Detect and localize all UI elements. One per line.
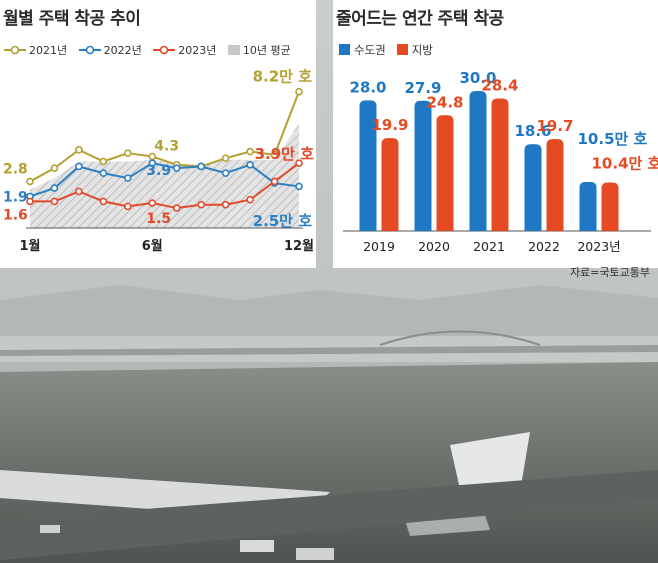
point-2023-m3: [75, 187, 83, 196]
bar-capital-4: [524, 144, 542, 231]
label-2023-dec: 3.9만 호: [255, 145, 315, 163]
monthly-chart-legend: 2021년 2022년 2023년 10년 평균: [4, 42, 299, 58]
point-2022-m9: [221, 169, 230, 177]
category-label-2: 2020: [418, 239, 450, 254]
series-line-2023: [30, 162, 300, 210]
legend-label-2022: 2022년: [103, 44, 142, 57]
annual-chart-legend: 수도권 지방: [339, 42, 433, 58]
point-2023-m11: [270, 177, 279, 186]
label-2023-jan: 1.6: [3, 207, 28, 223]
point-2021-m11: [270, 151, 279, 159]
point-2023-m4: [99, 197, 108, 206]
label-2022-jan: 1.9: [3, 189, 28, 205]
point-2021-m12: [295, 87, 303, 96]
legend-marker-2021-icon: [4, 45, 26, 55]
category-label-3: 2021: [473, 239, 505, 254]
point-2021-m3: [75, 146, 83, 154]
bar-regional-3: [491, 98, 509, 231]
point-2023-m1: [26, 197, 34, 206]
point-2023-m10: [246, 195, 254, 204]
value-label-capital-5: 10.5만 호: [578, 130, 648, 148]
point-2022-m2: [50, 184, 59, 192]
value-label-regional-3: 28.4: [481, 76, 518, 94]
value-label-regional-5: 10.4만 호: [592, 154, 658, 172]
bar-capital-1: [359, 100, 377, 231]
bar-regional-2: [436, 115, 454, 231]
monthly-line-chart: 2.8 1.9 1.6 4.3 3.9 1.5 8.2만 호 3.9만 호 2.5만 호 1월 6월…: [3, 68, 315, 254]
annual-chart-title: 줄어드는 연간 주택 착공: [336, 9, 504, 29]
label-2022-dec: 2.5만 호: [253, 212, 313, 230]
bar-regional-4: [546, 139, 564, 231]
point-2021-m10: [246, 147, 254, 156]
legend-label-2023: 2023년: [178, 44, 217, 57]
legend-label-capital: 수도권: [354, 43, 386, 57]
category-label-5: 2023년: [577, 239, 620, 254]
point-2022-m5: [124, 174, 132, 182]
point-2023-m2: [50, 197, 59, 206]
point-2023-m5: [124, 202, 132, 211]
point-2022-m6: [148, 159, 157, 167]
category-label-4: 2022: [528, 239, 560, 254]
series-line-2021: [29, 91, 300, 183]
label-2021-jun: 4.3: [154, 139, 179, 155]
source-credit: 자료=국토교통부: [569, 266, 650, 279]
legend-item-10yr-avg: 10년 평균: [227, 42, 291, 58]
legend-label-2021: 2021년: [29, 44, 68, 57]
value-label-regional-1: 19.9: [371, 116, 408, 134]
point-2021-m4: [99, 157, 108, 166]
point-2022-m3: [75, 162, 83, 171]
point-2022-m10: [246, 161, 254, 169]
annual-bar-chart: 28.0 19.9 2019 27.924.8 2020 30.028.4 2021 18.6…: [343, 69, 658, 254]
value-label-capital-4: 18.6: [514, 122, 551, 140]
annual-chart-panel: 줄어드는 연간 주택 착공 수도권 지방 28.0 19.9 2019 27.9 24.…: [333, 0, 658, 268]
point-2023-m6: [148, 199, 157, 207]
category-label-1: 2019: [363, 239, 395, 254]
point-2023-m12: [295, 159, 303, 167]
ten-year-average-area: [30, 123, 299, 228]
point-2021-m9: [221, 154, 230, 162]
regional-swatch-icon: [396, 44, 408, 55]
x-tick-label-2: 6월: [142, 238, 163, 254]
bar-capital-3: [469, 91, 487, 231]
value-label-regional-4: 19.7: [536, 117, 573, 135]
point-2021-m1: [26, 177, 34, 186]
monthly-chart-panel: 월별 주택 착공 추이 2021년 2022년 2023년 10년 평균 2.8…: [0, 0, 316, 268]
value-label-capital-1: 28.0: [349, 78, 386, 96]
legend-item-2023: 2023년: [153, 42, 216, 58]
point-2022-m8: [197, 162, 205, 171]
legend-marker-2023-icon: [153, 45, 176, 55]
value-label-capital-2: 27.9: [404, 79, 441, 97]
point-2023-m7: [172, 204, 181, 212]
bar-regional-1: [381, 138, 399, 231]
legend-item-2022: 2022년: [78, 42, 142, 58]
label-2021-dec: 8.2만 호: [253, 68, 313, 86]
point-2023-m8: [197, 200, 205, 209]
legend-marker-2022-icon: [78, 45, 101, 55]
legend-label-regional: 지방: [411, 43, 433, 57]
point-2021-m2: [50, 164, 59, 172]
series-line-2022: [29, 162, 300, 198]
label-2023-jun: 1.5: [146, 211, 171, 227]
x-tick-label-3: 12월: [284, 238, 314, 254]
value-label-capital-3: 30.0: [459, 69, 496, 87]
bar-capital-2: [414, 100, 432, 231]
label-2021-jan: 2.8: [3, 161, 28, 177]
label-2022-jun: 3.9: [146, 163, 171, 179]
bar-regional-5: [601, 182, 619, 231]
monthly-chart-title: 월별 주택 착공 추이: [3, 9, 141, 29]
capital-swatch-icon: [339, 44, 350, 55]
bar-capital-5: [579, 182, 597, 231]
point-2022-m12: [295, 182, 303, 191]
x-tick-label-1: 1월: [19, 238, 40, 254]
point-2023-m9: [221, 200, 230, 209]
legend-item-regional: 지방: [396, 43, 433, 57]
point-2022-m4: [99, 169, 108, 177]
legend-label-10yr-avg: 10년 평균: [242, 44, 291, 57]
point-2022-m7: [172, 164, 181, 172]
legend-item-capital: 수도권: [339, 43, 386, 57]
point-2021-m5: [124, 149, 132, 157]
legend-item-2021: 2021년: [4, 42, 67, 58]
legend-swatch-avg-icon: [227, 45, 240, 55]
value-label-regional-2: 24.8: [426, 93, 463, 111]
